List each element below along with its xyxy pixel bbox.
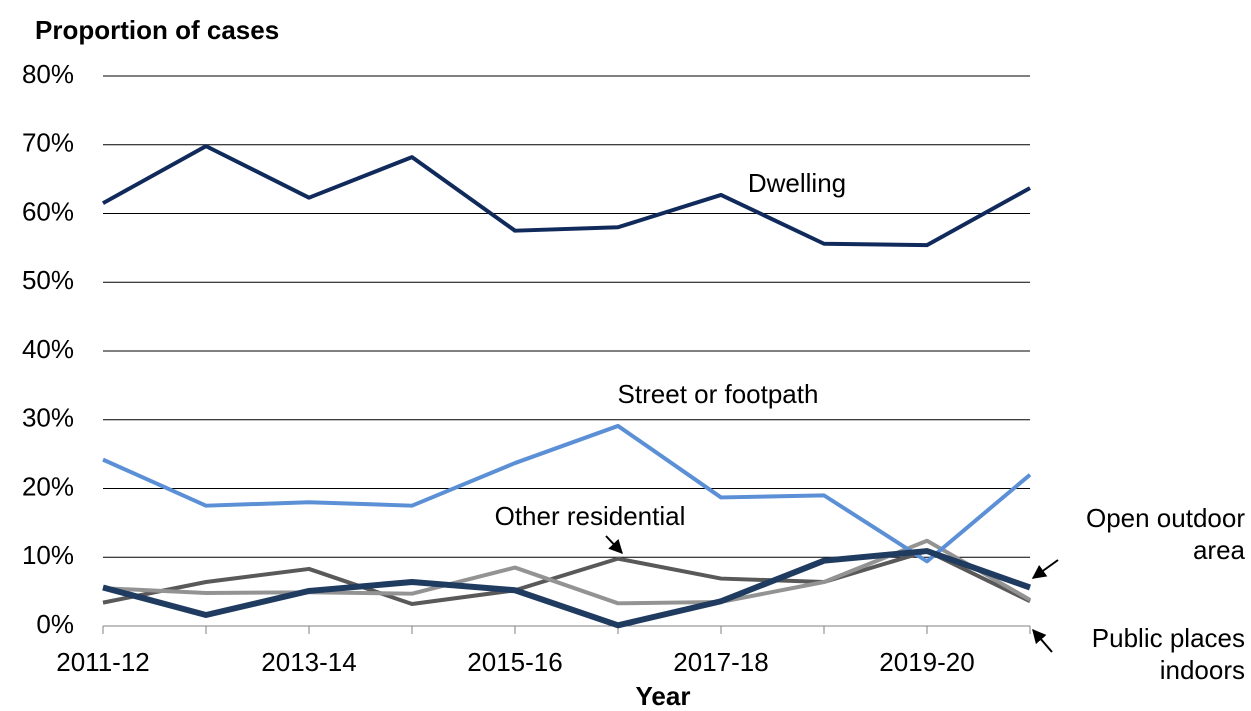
- y-tick-label: 60%: [22, 196, 74, 226]
- x-tick-label: 2011-12: [56, 647, 150, 677]
- x-tick-label: 2019-20: [879, 647, 974, 677]
- y-tick-label: 80%: [22, 59, 74, 89]
- series-label: Street or footpath: [618, 379, 819, 409]
- y-tick-label: 0%: [36, 609, 74, 639]
- x-tick-label: 2015-16: [467, 647, 562, 677]
- y-tick-label: 30%: [22, 403, 74, 433]
- x-axis-label: Year: [636, 681, 691, 711]
- annotation-arrow: [1031, 559, 1059, 579]
- x-tick-label: 2017-18: [673, 647, 768, 677]
- annotation-arrow: [1032, 628, 1053, 653]
- x-tick-label: 2013-14: [261, 647, 356, 677]
- y-tick-label: 50%: [22, 265, 74, 295]
- series-line: [102, 549, 1031, 606]
- y-tick-label: 20%: [22, 471, 74, 501]
- series-label: Dwelling: [748, 168, 846, 198]
- series-label: Public places indoors: [1091, 623, 1245, 685]
- series-line: [102, 548, 1032, 629]
- series-line: [102, 423, 1032, 564]
- y-tick-label: 40%: [22, 334, 74, 364]
- y-tick-label: 70%: [22, 128, 74, 158]
- chart-title: Proportion of cases: [35, 15, 279, 45]
- series-line: [102, 144, 1031, 248]
- series-label: Other residential: [495, 501, 686, 531]
- series-label: Open outdoor area: [1085, 503, 1245, 565]
- annotation-arrow: [605, 535, 623, 555]
- series-line: [102, 538, 1031, 606]
- y-tick-label: 10%: [22, 540, 74, 570]
